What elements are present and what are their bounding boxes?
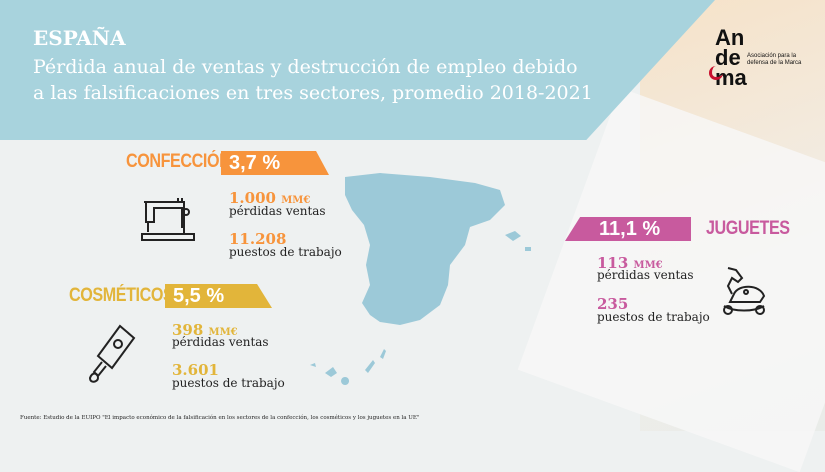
logo-line2: de <box>715 45 741 70</box>
logo-arc <box>709 66 723 80</box>
header-banner <box>0 0 715 140</box>
sector-name-cosmeticos: COSMÉTICOS <box>69 285 174 306</box>
jobs-juguetes: 235 <box>597 295 629 313</box>
andema-logo: An de ma Asociación para la defensa de l… <box>709 25 801 89</box>
jobs-label-juguetes: puestos de trabajo <box>597 310 710 324</box>
mainland <box>345 173 505 325</box>
sales-value: 1.000 <box>229 189 276 207</box>
source-footnote: Fuente: Estudio de la EUIPO "El impacto … <box>20 415 420 421</box>
sales-value: 398 <box>172 321 204 339</box>
sales-cosmeticos: 398 MM€ <box>172 322 238 341</box>
sales-label-juguetes: pérdidas ventas <box>597 268 694 282</box>
sales-unit: MM€ <box>633 260 663 271</box>
sewing-machine-icon <box>141 198 195 241</box>
balearic-islands <box>505 231 531 251</box>
percent-band-confeccion: 3,7 % <box>221 151 329 175</box>
sales-label-confeccion: pérdidas ventas <box>229 204 326 218</box>
percent-band-cosmeticos: 5,5 % <box>165 284 272 308</box>
sales-unit: MM€ <box>281 195 311 206</box>
logo-tagline: Asociación para la defensa de la Marca <box>747 53 802 66</box>
percent-band-juguetes: 11,1 % <box>565 217 691 241</box>
sales-juguetes: 113 MM€ <box>597 255 663 274</box>
jobs-confeccion: 11.208 <box>229 230 287 248</box>
sales-value: 113 <box>597 254 629 272</box>
jobs-cosmeticos: 3.601 <box>172 361 219 379</box>
sector-name-juguetes: JUGUETES <box>706 218 790 239</box>
country-title: ESPAÑA <box>33 26 126 50</box>
cream-tube-icon <box>88 324 136 383</box>
logo-line1: An <box>715 25 745 50</box>
jobs-label-confeccion: puestos de trabajo <box>229 245 342 259</box>
canary-islands <box>310 349 386 385</box>
sales-label-cosmeticos: pérdidas ventas <box>172 335 269 349</box>
spain-map <box>310 173 531 385</box>
subtitle: Pérdida anual de ventas y destrucción de… <box>33 56 593 104</box>
jobs-label-cosmeticos: puestos de trabajo <box>172 376 285 390</box>
sales-confeccion: 1.000 MM€ <box>229 190 310 209</box>
sales-unit: MM€ <box>208 327 238 338</box>
sector-name-confeccion: CONFECCIÓN <box>126 151 231 172</box>
rocking-horse-icon <box>723 267 766 315</box>
